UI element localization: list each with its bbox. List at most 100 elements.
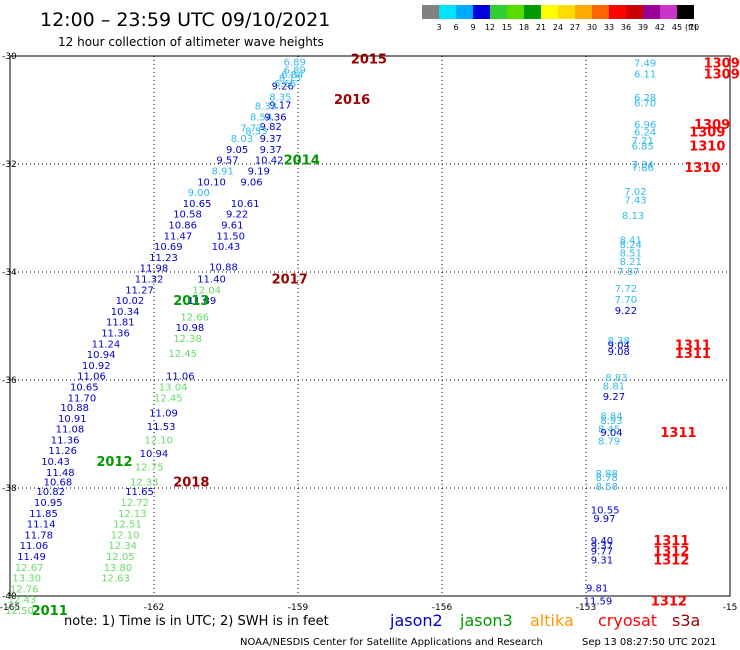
pass-annotation: 2014 xyxy=(284,154,320,169)
pass-annotation: 1312 xyxy=(653,553,689,568)
colorbar-swatch xyxy=(524,5,541,19)
swh-point-label: 7.70 xyxy=(615,295,637,306)
colorbar-label: 3 xyxy=(436,23,441,32)
swh-point-label: 9.57 xyxy=(216,156,238,167)
swh-point-label: 6.96 xyxy=(634,120,656,131)
swh-point-label: 12.33 xyxy=(130,478,159,489)
swh-point-label: 8.79 xyxy=(598,436,620,447)
swh-point-label: 9.82 xyxy=(260,122,282,133)
swh-point-label: 11.48 xyxy=(46,468,75,479)
colorbar-swatch xyxy=(660,5,677,19)
satellite-label-altika: altika xyxy=(530,611,574,630)
pass-annotation: 1311 xyxy=(660,426,696,441)
swh-point-label: 12.63 xyxy=(101,574,130,585)
pass-annotation: 1312 xyxy=(651,594,687,609)
x-tick-label: -153 xyxy=(576,603,596,613)
pass-annotation: 2011 xyxy=(32,604,68,619)
pass-annotation: 2015 xyxy=(351,53,387,68)
chart-subtitle: 12 hour collection of altimeter wave hei… xyxy=(58,35,324,49)
swh-point-label: 9.37 xyxy=(591,541,613,552)
swh-point-label: 11.24 xyxy=(92,339,121,350)
swh-point-label: 11.14 xyxy=(27,520,56,531)
colorbar-label: 6 xyxy=(453,23,458,32)
pass-annotation: 1312 xyxy=(653,545,689,560)
swh-point-label: 10.88 xyxy=(60,403,89,414)
colorbar-label: 9 xyxy=(470,23,475,32)
swh-point-label: 8.51 xyxy=(620,249,642,260)
colorbar-swatch xyxy=(490,5,507,19)
swh-point-label: 10.02 xyxy=(116,296,145,307)
y-tick-label: -38 xyxy=(2,484,17,494)
swh-point-label: 8.84 xyxy=(600,412,622,423)
swh-point-label: 9.08 xyxy=(608,347,630,358)
swh-point-label: 9.00 xyxy=(188,188,210,199)
swh-point-label: 9.26 xyxy=(272,82,294,93)
swh-point-label: 13.04 xyxy=(159,382,188,393)
swh-point-label: 13.80 xyxy=(104,563,133,574)
y-tick-labels: -30 -32 -34 -36 -38 -40 xyxy=(2,52,17,602)
colorbar-label: 42 xyxy=(655,23,665,32)
swh-point-label: 10.86 xyxy=(168,220,197,231)
swh-point-label: 9.17 xyxy=(269,101,291,112)
swh-point-label: 9.37 xyxy=(260,134,282,145)
swh-point-label: 13.30 xyxy=(12,574,41,585)
colorbar-unit: (ft) xyxy=(685,23,697,32)
swh-point-label: 10.91 xyxy=(58,414,87,425)
colorbar-swatch xyxy=(609,5,626,19)
swh-point-label: 7.34 xyxy=(632,160,654,171)
colorbar-label: 15 xyxy=(502,23,512,32)
colorbar-label: 21 xyxy=(536,23,546,32)
swh-point-label: 12.76 xyxy=(10,584,39,595)
swh-point-label: 10.95 xyxy=(34,498,63,509)
swh-point-label: 10.92 xyxy=(82,361,111,372)
satellite-legend: jason2 jason3 altika cryosat s3a xyxy=(389,611,700,630)
swh-point-label: 8.21 xyxy=(620,257,642,268)
satellite-label-cryosat: cryosat xyxy=(598,611,657,630)
swh-point-label: 11.50 xyxy=(216,231,245,242)
swh-point-label: 11.49 xyxy=(17,552,46,563)
swh-point-label: 6.24 xyxy=(634,128,656,139)
swh-point-label: 12.75 xyxy=(135,462,164,473)
swh-point-label: 11.98 xyxy=(140,264,169,275)
colorbar-swatch xyxy=(575,5,592,19)
swh-point-label: 10.65 xyxy=(183,199,212,210)
swh-point-label: 11.06 xyxy=(20,541,49,552)
swh-point-label: 11.23 xyxy=(149,253,178,264)
pass-annotation: 1310 xyxy=(689,140,725,155)
satellite-label-jason2: jason2 xyxy=(389,611,443,630)
pass-annotation: 2012 xyxy=(96,455,132,470)
data-labels: 6.896.896.848.159.266.668.359.178.338.54… xyxy=(5,57,656,617)
y-tick-label: -34 xyxy=(2,268,17,278)
x-tick-labels: -165 -162 -159 -156 -153 -15 xyxy=(0,603,737,613)
plot-frame xyxy=(9,55,731,597)
pass-annotation: 1309 xyxy=(694,118,730,133)
swh-point-label: 9.81 xyxy=(586,583,608,594)
pass-annotation: 2018 xyxy=(173,476,209,491)
swh-point-label: 11.36 xyxy=(101,328,130,339)
swh-point-label: 12.38 xyxy=(173,334,202,345)
swh-point-label: 9.97 xyxy=(593,514,615,525)
swh-point-label: 8.88 xyxy=(596,469,618,480)
pass-annotation: 1310 xyxy=(684,161,720,176)
swh-point-label: 11.85 xyxy=(29,509,58,520)
footer-credit: NOAA/NESDIS Center for Satellite Applica… xyxy=(240,637,543,648)
colorbar-label: 27 xyxy=(570,23,580,32)
swh-point-label: 8.81 xyxy=(603,381,625,392)
swh-point-label: 8.33 xyxy=(255,102,277,113)
swh-point-label: 12.66 xyxy=(180,312,209,323)
swh-point-label: 8.91 xyxy=(212,166,234,177)
swh-point-label: 11.53 xyxy=(147,422,176,433)
pass-annotation: 1311 xyxy=(675,347,711,362)
swh-point-label: 9.22 xyxy=(615,306,637,317)
colorbar-swatch xyxy=(643,5,660,19)
swh-point-label: 10.65 xyxy=(70,382,99,393)
colorbar-swatch xyxy=(507,5,524,19)
swh-point-label: 8.53 xyxy=(245,127,267,138)
swh-point-label: 8.35 xyxy=(269,93,291,104)
swh-point-label: 12.50 xyxy=(5,606,34,617)
swh-point-label: 11.47 xyxy=(164,231,193,242)
y-tick-label: -36 xyxy=(2,376,17,386)
swh-point-label: 12.05 xyxy=(106,552,135,563)
swh-point-label: 8.78 xyxy=(596,473,618,484)
